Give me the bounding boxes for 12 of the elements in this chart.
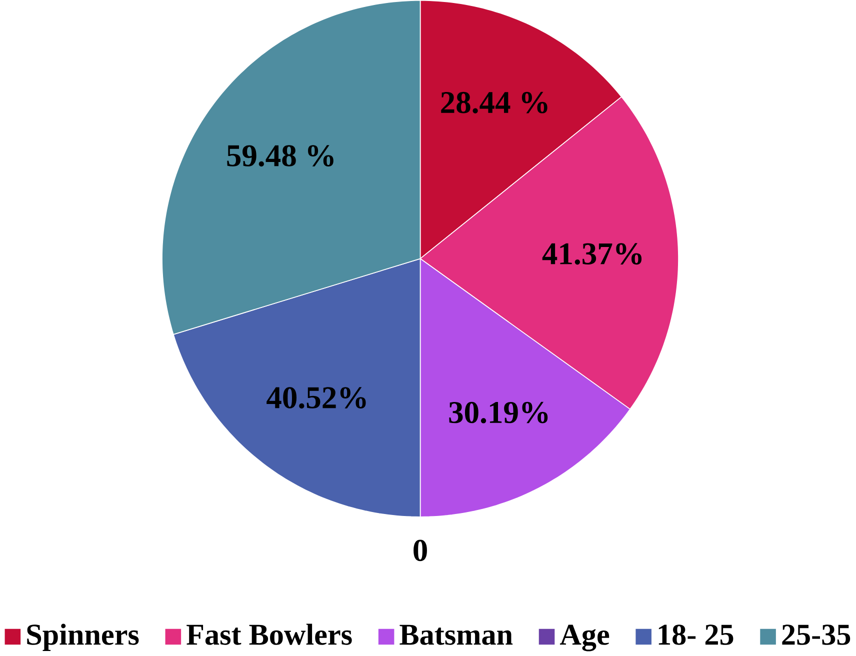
data-label: 41.37%: [542, 243, 642, 265]
legend-label: Fast Bowlers: [186, 624, 352, 645]
legend-label: 25-35: [782, 624, 850, 645]
data-label: 30.19%: [449, 402, 548, 424]
legend-label: 18- 25: [658, 624, 734, 645]
data-label: 40.52%: [266, 387, 366, 408]
legend-label: Spinners: [27, 624, 139, 652]
data-label: 59.48 %: [227, 145, 334, 167]
data-label: 28.44 %: [441, 92, 548, 114]
legend-label: Batsman: [400, 624, 513, 645]
legend-label: Age: [560, 624, 610, 652]
text: 0: [414, 540, 427, 562]
